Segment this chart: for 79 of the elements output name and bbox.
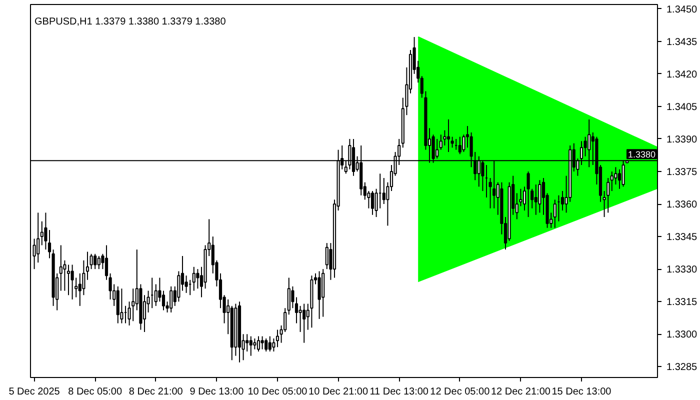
candlestick: [443, 130, 446, 146]
candlestick: [162, 290, 166, 311]
candlestick: [450, 136, 454, 148]
y-tick-label: 1.3360: [666, 200, 698, 211]
y-tick-label: 1.3390: [666, 134, 698, 146]
x-tick-label: 8 Dec 05:00: [68, 386, 122, 398]
candlestick: [158, 277, 162, 302]
x-tick-label: 9 Dec 13:00: [190, 386, 244, 398]
candlestick: [522, 186, 526, 212]
x-tick-label: 12 Dec 21:00: [490, 386, 551, 398]
candlestick: [253, 338, 256, 350]
x-tick-label: 10 Dec 21:00: [308, 386, 368, 398]
candlestick: [246, 334, 249, 352]
ref-line-label: 1.3380: [628, 150, 656, 160]
y-tick-label: 1.3435: [666, 36, 698, 48]
candlestick: [192, 266, 196, 292]
candlestick: [66, 264, 70, 296]
candlestick: [560, 190, 564, 212]
x-tick-label: 10 Dec 05:00: [248, 386, 308, 398]
candlestick: [177, 270, 180, 302]
candlestick: [196, 268, 200, 290]
candlestick: [382, 177, 386, 205]
candlestick: [276, 329, 280, 348]
candlestick: [618, 168, 622, 190]
x-tick-label: 8 Dec 21:00: [128, 386, 184, 398]
candlestick: [291, 286, 294, 309]
candlestick: [260, 336, 264, 350]
candlestick: [70, 264, 74, 300]
candlestick: [553, 199, 556, 228]
x-tick-label: 15 Dec 13:00: [552, 386, 612, 398]
y-tick-label: 1.3345: [666, 232, 698, 244]
candlestick: [94, 253, 97, 270]
x-tick-label: 12 Dec 05:00: [430, 386, 490, 398]
candlestick: [322, 268, 325, 318]
candlestick: [116, 286, 120, 324]
candlestick: [458, 136, 462, 155]
y-tick-label: 1.3420: [666, 69, 698, 80]
candlestick: [294, 296, 298, 324]
candlestick: [184, 275, 188, 294]
y-tick-label: 1.3300: [666, 330, 698, 341]
y-tick-label: 1.3375: [666, 166, 698, 178]
candlestick: [132, 288, 135, 322]
candlestick: [446, 118, 450, 152]
y-tick-label: 1.3330: [666, 264, 698, 276]
candlestick: [370, 190, 374, 216]
candlestick: [256, 336, 260, 352]
candlestick: [170, 286, 173, 313]
x-tick-label: 11 Dec 13:00: [370, 386, 429, 398]
candlestick: [606, 177, 610, 214]
y-tick-label: 1.3285: [666, 362, 698, 374]
x-tick-label: 5 Dec 2025: [8, 386, 60, 398]
candlestick: [48, 230, 52, 259]
candlestick: [584, 136, 587, 157]
candlestick: [534, 184, 538, 216]
y-tick-label: 1.3405: [666, 102, 698, 113]
candlestick: [272, 338, 276, 352]
candlestick: [90, 253, 93, 270]
candlestick: [104, 244, 108, 280]
candlestick: [462, 134, 466, 152]
candlestick: [268, 336, 272, 352]
candlestick: [318, 270, 321, 320]
candlestick: [120, 288, 124, 324]
candlestick: [439, 134, 442, 150]
candlestick: [97, 256, 100, 270]
text: GBPUSD,H1 1.3379 1.3380 1.3379 1.3380: [34, 16, 226, 28]
candlestick: [40, 220, 44, 246]
y-tick-label: 1.3450: [666, 4, 698, 16]
candlestick: [86, 251, 90, 280]
candlestick: [44, 212, 48, 250]
candlestick: [59, 244, 62, 292]
candlestick: [538, 180, 542, 214]
candlestick: [264, 338, 268, 352]
candlestick: [302, 303, 306, 344]
candlestick: [249, 336, 252, 356]
candlestick: [287, 277, 290, 316]
candlestick: [526, 170, 530, 218]
candlestick: [298, 305, 302, 332]
candlestick: [610, 170, 614, 192]
y-tick-label: 1.3315: [666, 297, 698, 308]
